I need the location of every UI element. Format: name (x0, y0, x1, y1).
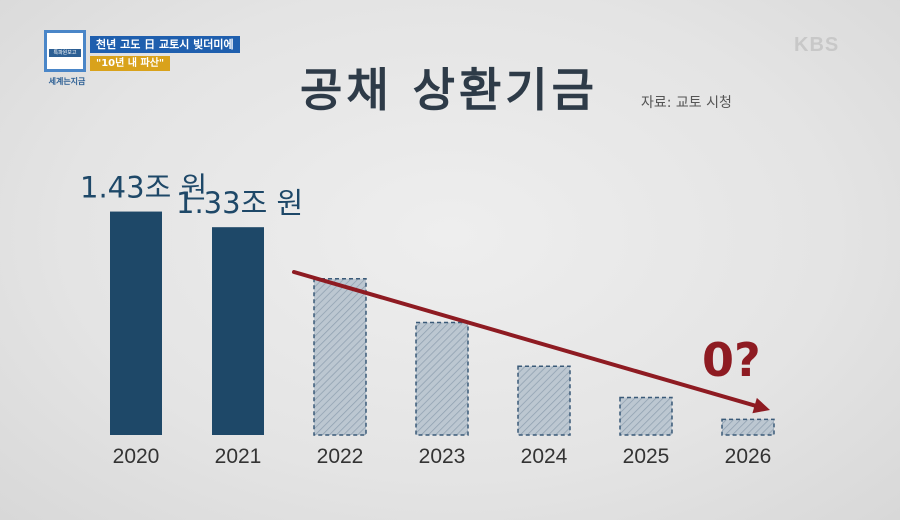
trend-arrow-line (292, 270, 763, 410)
bar-2026 (721, 418, 775, 436)
chart-title: 공채 상환기금 (300, 63, 598, 117)
chart-source: 자료: 교토 시청 (641, 95, 732, 111)
bar-2024 (517, 365, 571, 436)
headline-secondary: "10년 내 파산" (90, 56, 171, 71)
x-tick-label: 2025 (623, 445, 670, 468)
x-tick-label: 2022 (317, 445, 364, 468)
x-tick-label: 2026 (725, 445, 772, 468)
chart-annotation: 0? (702, 333, 761, 387)
bar-2021 (212, 227, 264, 435)
x-tick-label: 2020 (113, 445, 160, 468)
trend-arrow (292, 270, 770, 414)
bar-2025 (619, 396, 673, 436)
bar-2022 (313, 278, 367, 436)
program-logo: 특파원보고 (44, 30, 86, 72)
trend-arrow-head (752, 397, 770, 414)
bars-layer (110, 211, 775, 436)
bar-2023 (415, 321, 469, 436)
program-label: 세계는지금 (48, 77, 86, 86)
broadcaster-watermark: KBS (794, 34, 840, 56)
x-tick-label: 2021 (215, 445, 262, 468)
x-tick-label: 2024 (521, 445, 568, 468)
bar-2020 (110, 211, 162, 435)
data-label: 1.33조 원 (176, 186, 303, 220)
headline-primary: 천년 고도 日 교토시 빚더미에 (90, 36, 240, 53)
data-label: 1.43조 원 (80, 171, 207, 205)
x-tick-label: 2023 (419, 445, 466, 468)
labels-layer: 2020 1.43조 원 2021 1.33조 원 2022 2023 2024 2025 20… (80, 171, 771, 468)
program-logo-text: 특파원보고 (49, 49, 81, 57)
